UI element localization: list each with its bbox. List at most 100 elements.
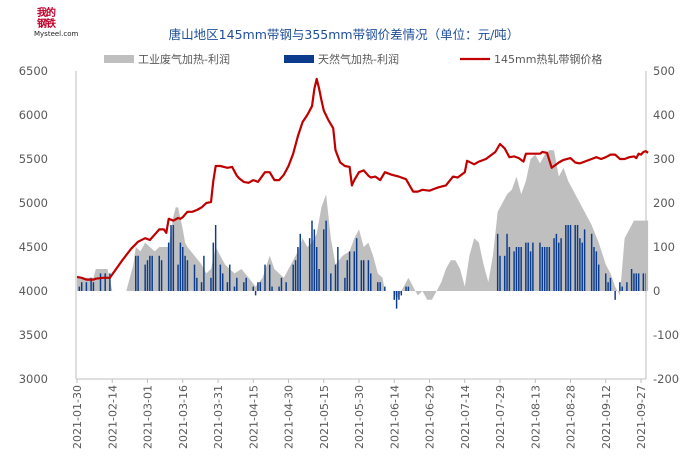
area-series-layer (77, 150, 649, 300)
bar-natural-gas (529, 251, 532, 291)
bar-natural-gas (109, 273, 111, 291)
bar-natural-gas (257, 282, 259, 291)
bar-natural-gas (553, 238, 555, 291)
bar-natural-gas (626, 282, 628, 291)
left-tick-label: 6000 (19, 108, 48, 122)
bar-natural-gas (325, 220, 327, 291)
bar-natural-gas (515, 247, 518, 291)
bar-natural-gas (543, 247, 546, 291)
x-tick-label: 2021-03-01 (142, 385, 155, 449)
left-tick-label: 5000 (19, 196, 48, 210)
bar-natural-gas (362, 260, 365, 291)
bar-natural-gas (144, 264, 146, 291)
bar-natural-gas (546, 247, 548, 291)
bar-natural-gas (609, 277, 612, 291)
bar-natural-gas (221, 273, 224, 291)
bar-natural-gas (90, 277, 92, 291)
bar-natural-gas (574, 225, 576, 291)
bar-natural-gas (346, 260, 348, 291)
legend-swatch-area (104, 55, 134, 63)
bar-natural-gas (229, 264, 231, 291)
bar-natural-gas (170, 225, 172, 291)
right-tick-label: 100 (653, 240, 675, 254)
x-tick-label: 2021-04-30 (283, 385, 296, 449)
x-tick-label: 2021-09-12 (600, 385, 613, 449)
bar-natural-gas (271, 286, 273, 291)
right-tick-label: 200 (653, 196, 675, 210)
bar-natural-gas (506, 233, 508, 291)
bar-natural-gas (337, 247, 339, 291)
bar-natural-gas (555, 233, 558, 291)
bar-natural-gas (405, 286, 407, 291)
bar-natural-gas (635, 273, 638, 291)
bar-natural-gas (576, 225, 579, 291)
bar-natural-gas (182, 247, 184, 291)
logo-chinese-text: 我的钢铁 (37, 8, 56, 30)
bar-natural-gas (548, 247, 551, 291)
bar-natural-gas (605, 273, 607, 291)
line-series-hot-rolled-price (76, 77, 649, 281)
bar-natural-gas (607, 282, 609, 291)
bar-natural-gas (614, 291, 616, 300)
x-tick-label: 2021-05-30 (353, 385, 366, 449)
bar-natural-gas (619, 282, 621, 291)
bar-natural-gas (280, 277, 283, 291)
bar-natural-gas (633, 273, 635, 291)
x-tick-label: 2021-09-27 (635, 385, 648, 449)
right-tick-label: -200 (653, 372, 679, 386)
bar-natural-gas (499, 255, 501, 291)
bar-natural-gas (200, 282, 203, 291)
logo-english-text: Mysteel.com (34, 30, 79, 38)
bar-natural-gas (344, 277, 346, 291)
bar-natural-gas (569, 225, 572, 291)
bar-natural-gas (400, 291, 403, 296)
bar-natural-gas (560, 238, 562, 291)
axes: 30003500400045005000550060006500-200-100… (19, 64, 679, 449)
right-tick-label: 300 (653, 152, 675, 166)
bar-natural-gas (353, 251, 356, 291)
mysteel-logo: 我的钢铁 Mysteel.com (34, 8, 82, 42)
bar-natural-gas (179, 242, 182, 291)
x-tick-label: 2021-04-15 (247, 385, 260, 449)
bar-natural-gas (177, 264, 179, 291)
x-tick-label: 2021-08-13 (529, 385, 542, 449)
bar-natural-gas (186, 260, 189, 291)
bar-natural-gas (567, 225, 569, 291)
bar-natural-gas (151, 255, 153, 291)
bar-series-layer (78, 220, 647, 309)
x-tick-label: 2021-02-14 (106, 385, 119, 449)
left-tick-label: 4000 (19, 284, 48, 298)
bar-natural-gas (379, 282, 381, 291)
x-tick-label: 2021-03-31 (212, 385, 225, 449)
bar-natural-gas (80, 282, 83, 291)
legend-label-area: 工业废气加热-利润 (138, 52, 230, 66)
x-tick-label: 2021-05-15 (318, 385, 331, 449)
bar-natural-gas (527, 242, 529, 291)
left-tick-label: 5500 (19, 152, 48, 166)
bar-natural-gas (210, 277, 212, 291)
bar-natural-gas (407, 286, 410, 291)
bar-natural-gas (395, 291, 398, 309)
bar-natural-gas (104, 273, 106, 291)
bar-natural-gas (539, 242, 541, 291)
bar-natural-gas (637, 273, 640, 291)
legend-label-bar: 天然气加热-利润 (318, 52, 399, 66)
bar-natural-gas (532, 242, 534, 291)
bar-natural-gas (323, 229, 325, 291)
bar-natural-gas (595, 251, 598, 291)
bar-natural-gas (297, 247, 299, 291)
bar-natural-gas (85, 282, 88, 291)
bar-natural-gas (348, 251, 351, 291)
right-tick-label: 0 (653, 284, 660, 298)
bar-natural-gas (292, 264, 294, 291)
x-tick-label: 2021-06-14 (388, 385, 401, 449)
bar-natural-gas (278, 286, 280, 291)
bar-natural-gas (78, 286, 81, 291)
bar-natural-gas (299, 233, 301, 291)
bar-natural-gas (268, 264, 271, 291)
bar-natural-gas (593, 247, 595, 291)
bar-natural-gas (184, 255, 186, 291)
left-tick-label: 3500 (19, 328, 48, 342)
bar-natural-gas (146, 260, 149, 291)
